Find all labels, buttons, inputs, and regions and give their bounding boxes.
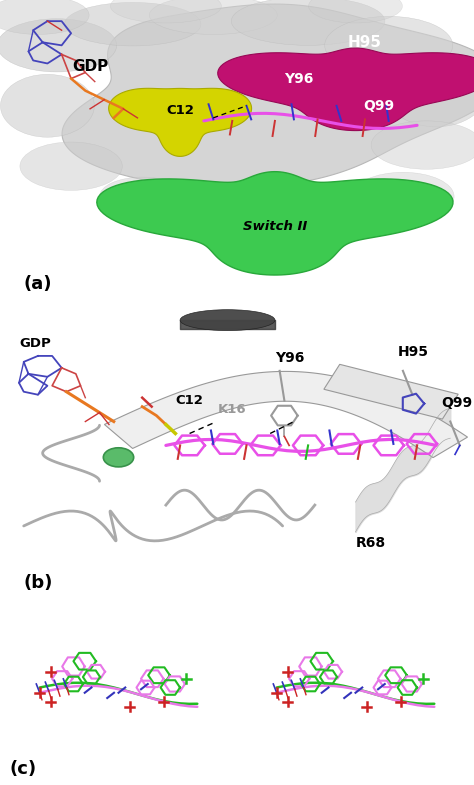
Ellipse shape [0,75,94,137]
Text: (a): (a) [24,276,52,293]
Ellipse shape [385,54,474,127]
Text: H95: H95 [398,345,429,359]
Polygon shape [97,172,453,275]
Ellipse shape [231,0,385,46]
Polygon shape [324,364,458,419]
Polygon shape [109,89,252,156]
Text: C12: C12 [166,104,194,117]
Ellipse shape [100,177,185,216]
Text: (b): (b) [24,574,53,592]
Circle shape [103,447,134,467]
Text: Q99: Q99 [364,99,395,113]
Polygon shape [104,371,467,458]
Ellipse shape [64,2,201,46]
Text: R68: R68 [356,536,386,550]
Text: GDP: GDP [19,337,51,350]
Ellipse shape [20,142,122,191]
Text: H95: H95 [348,35,382,49]
Text: Y96: Y96 [275,351,304,365]
Text: K16: K16 [218,403,246,415]
Ellipse shape [0,19,117,72]
Text: Q99: Q99 [441,396,472,410]
Ellipse shape [149,0,277,35]
Ellipse shape [309,0,402,23]
Ellipse shape [180,310,275,330]
Ellipse shape [325,16,453,75]
Ellipse shape [0,0,89,35]
Text: Switch II: Switch II [243,220,307,233]
Text: (c): (c) [9,760,36,778]
Polygon shape [218,48,474,130]
Text: GDP: GDP [72,59,108,74]
Ellipse shape [371,121,474,170]
Ellipse shape [352,172,454,221]
Polygon shape [62,4,474,188]
Text: Y96: Y96 [284,71,313,86]
Text: C12: C12 [175,393,203,407]
Ellipse shape [110,0,221,23]
